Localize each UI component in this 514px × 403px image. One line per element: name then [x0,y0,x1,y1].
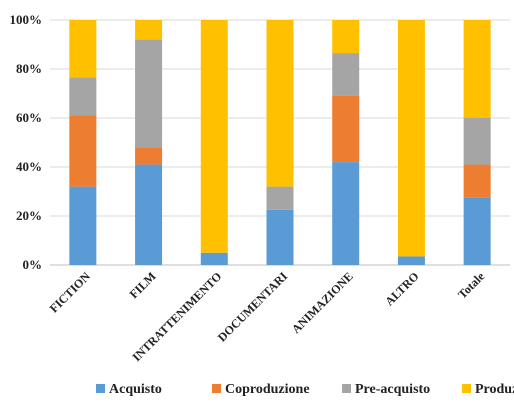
bar-acquisto-documentari [266,209,294,265]
bar-acquisto-totale [463,197,491,265]
bar-produzione-fiction [69,20,97,78]
bar-coproduzione-fiction [69,115,97,187]
bars [69,20,491,265]
legend-swatch [462,384,471,393]
x-category-label: ANIMAZIONE [289,269,356,336]
legend-label: Acquisto [109,382,162,397]
bar-acquisto-intrattenimento [200,252,228,265]
y-tick-label: 100% [10,12,43,27]
legend-swatch [342,384,351,393]
y-tick-label: 80% [16,61,42,76]
bar-acquisto-fiction [69,186,97,265]
bar-produzione-altro [397,20,425,257]
bar-pre-acquisto-fiction [69,77,97,116]
x-category-label: FICTION [47,269,93,315]
y-tick-label: 0% [23,257,43,272]
legend-label: Pre-acquisto [355,382,430,397]
legend-label: Produzione [475,382,514,397]
y-tick-label: 40% [16,159,42,174]
x-axis: FICTION FILMINTRATTENIMENTODOCUMENTARIANI… [47,269,488,364]
y-tick-label: 60% [16,110,42,125]
bar-pre-acquisto-film [135,39,163,148]
legend-swatch [96,384,105,393]
bar-acquisto-animazione [332,162,360,265]
x-category-label: ALTRO [382,269,421,308]
bar-coproduzione-film [135,147,163,165]
legend: Acquisto Coproduzione Pre-acquisto Produzio… [96,382,514,397]
x-category-label: FILM [127,269,159,301]
bar-coproduzione-animazione [332,95,360,163]
bar-coproduzione-totale [463,164,491,198]
bar-produzione-documentari [266,20,294,187]
bar-pre-acquisto-documentari [266,186,294,210]
bar-pre-acquisto-animazione [332,53,360,96]
legend-swatch [212,384,221,393]
bar-produzione-film [135,20,163,40]
bar-produzione-totale [463,20,491,118]
legend-label: Coproduzione [225,382,310,397]
y-tick-label: 20% [16,208,42,223]
bar-acquisto-altro [397,256,425,265]
x-category-label: Totale [455,269,488,302]
bar-pre-acquisto-totale [463,118,491,165]
x-category-label: DOCUMENTARI [215,269,291,345]
bar-produzione-animazione [332,20,360,54]
bar-acquisto-film [135,164,163,265]
bar-produzione-intrattenimento [200,20,228,253]
